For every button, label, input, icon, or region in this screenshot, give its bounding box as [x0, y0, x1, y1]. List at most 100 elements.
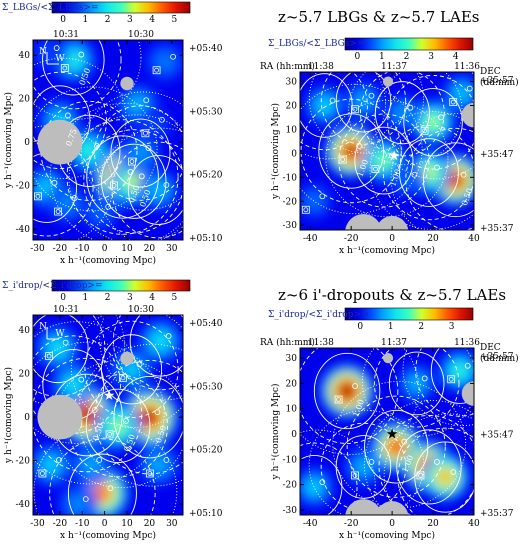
lae-marker: [123, 417, 129, 424]
contour-solid: [113, 375, 183, 459]
y-tick-label: -20: [16, 182, 31, 192]
density-peak-10: [159, 55, 171, 68]
contour-dashed: [40, 100, 138, 201]
contour-solid: [67, 453, 137, 515]
contour-dashed: [33, 315, 106, 397]
colorbar-tick-label: 2: [105, 293, 111, 303]
lbg-marker-inner: [46, 353, 52, 359]
contours: [300, 72, 474, 230]
x-tick-label: 0: [102, 244, 108, 254]
compass-w: W: [55, 54, 65, 64]
lae-marker: [407, 104, 414, 111]
lbg-marker-inner: [142, 130, 148, 136]
contour-dotted: [348, 72, 463, 166]
x-tick-label: -20: [53, 244, 68, 254]
contour-dotted: [383, 413, 474, 515]
y-tick-label: 0: [291, 430, 297, 440]
source-markers: [301, 85, 473, 214]
lbg-marker: [141, 129, 150, 138]
lbg-marker: [45, 352, 54, 361]
lbg-marker-inner: [154, 67, 159, 73]
lbg-marker: [152, 66, 161, 75]
colorbar-gradient: [344, 37, 474, 51]
contours: [33, 40, 183, 240]
contour-solid: [129, 315, 183, 377]
plot-frame: [32, 39, 184, 241]
masked-region: [345, 213, 382, 230]
density-peak-5: [66, 378, 80, 391]
colorbar-tick-label: 4: [453, 52, 459, 62]
dec-tick-label: +35:57: [480, 76, 514, 86]
lae-marker: [82, 496, 89, 503]
colorbar-tick-label: 1: [83, 15, 89, 25]
density-peak-9: [85, 458, 98, 472]
density-map: 1.000.501.00: [300, 72, 474, 230]
ra-tick-label: 10:30: [128, 305, 154, 315]
masked-region: [461, 381, 474, 406]
density-peak-10: [152, 458, 165, 472]
y-tick-label: -20: [283, 481, 298, 491]
density-peak-4: [453, 364, 466, 377]
contour-solid: [313, 352, 381, 430]
y-tick-label: 30: [286, 78, 298, 88]
lae-marker: [143, 97, 150, 104]
lae-marker: [170, 53, 176, 60]
y-tick-label: 20: [286, 379, 298, 389]
lbg-marker: [145, 469, 154, 478]
contour-dotted: [80, 91, 183, 211]
density-map: 0.50 0.500.50: [33, 315, 183, 515]
contour-dotted: [49, 102, 183, 240]
lae-marker: [421, 375, 428, 382]
density-peak-13: [94, 205, 107, 218]
lbg-marker-inner: [35, 193, 41, 199]
contour-dashed: [33, 71, 107, 170]
y-tick-label: 20: [19, 370, 31, 380]
ra-tick-label: 11:38: [308, 62, 334, 72]
lae-marker: [51, 179, 58, 186]
contour-dotted: [53, 359, 183, 489]
colorbar-tick-label: 0: [357, 322, 363, 332]
ra-axis-label: RA (hh:mm): [260, 61, 315, 72]
density-peak-8: [60, 197, 73, 210]
dec-axis-label: DEC: [480, 343, 501, 353]
density-peak-8: [456, 87, 468, 100]
colorbar-tick-label: 2: [105, 15, 111, 25]
contour-dashed: [112, 315, 183, 391]
lae-marker: [154, 409, 161, 416]
lbg-marker-inner: [129, 159, 135, 164]
compass-n: N: [39, 322, 47, 332]
lae-marker: [368, 92, 375, 99]
contour-dotted: [33, 315, 125, 407]
masked-region: [375, 501, 409, 515]
contour-solid: [422, 142, 474, 218]
colorbar-label: Σ_i'drop/<Σ_i'drop>=: [2, 281, 103, 291]
contour-dashed: [320, 422, 407, 512]
dec-tick-label: +35:57: [480, 352, 514, 362]
star-marker: [103, 389, 115, 400]
contour-dotted: [33, 422, 178, 515]
x-axis-label: x h⁻¹(comoving Mpc): [60, 255, 156, 266]
lae-marker: [127, 169, 134, 175]
panel-top-right: 1.000.501.00-40 -20 0 20 40-30-20-100102030x…: [260, 37, 519, 256]
contour-dashed: [387, 75, 474, 170]
contour-dashed: [94, 105, 183, 201]
contour-solid: [100, 334, 163, 405]
contour-dotted: [33, 341, 165, 485]
contour-dashed: [33, 40, 122, 110]
contour-dashed: [346, 395, 446, 498]
contour-dashed: [94, 360, 183, 475]
density-peak-8: [44, 458, 58, 472]
contour-solid: [403, 88, 463, 157]
dec-tick-label: +05:10: [189, 509, 223, 519]
density-peak-7: [411, 377, 423, 390]
contour-dashed: [49, 438, 156, 515]
source-markers: [38, 333, 172, 503]
lbg-marker: [38, 469, 47, 478]
density-map: 0.500.500.500.75: [33, 40, 183, 240]
lae-marker: [53, 45, 60, 51]
contour-dotted: [308, 409, 425, 515]
colorbar-gradient: [51, 1, 191, 14]
contour-solid: [374, 81, 430, 145]
contours: [300, 348, 474, 515]
